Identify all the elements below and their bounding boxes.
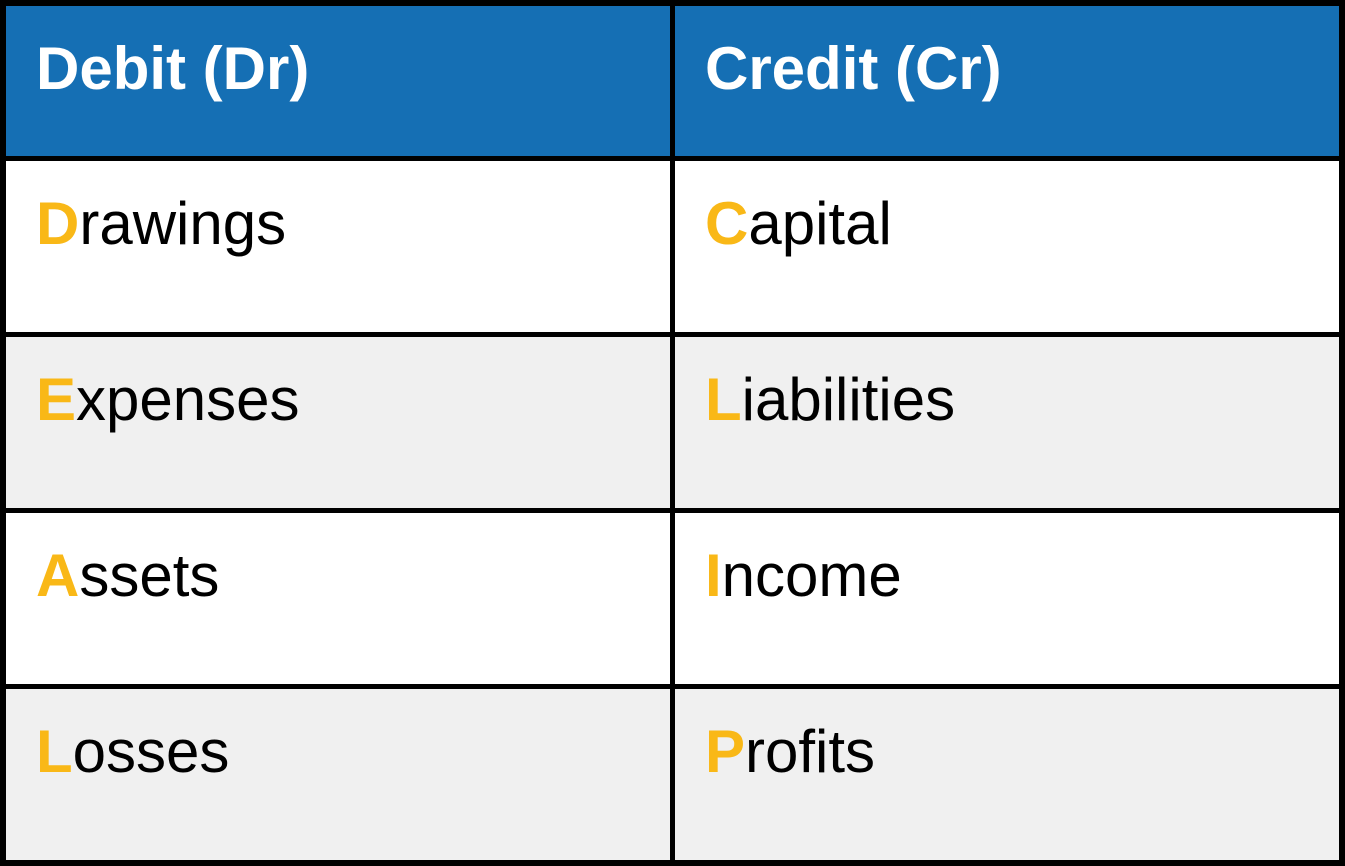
cell-text: Losses (36, 717, 229, 786)
cell-text: Liabilities (705, 365, 955, 434)
table-row: Assets Income (6, 513, 1339, 689)
first-letter: P (705, 718, 745, 785)
first-letter: C (705, 190, 748, 257)
cell-debit-1: Expenses (6, 337, 675, 508)
first-letter: E (36, 366, 76, 433)
header-credit-text: Credit (Cr) (705, 34, 1002, 103)
cell-credit-1: Liabilities (675, 337, 1339, 508)
cell-debit-2: Assets (6, 513, 675, 684)
header-debit: Debit (Dr) (6, 6, 675, 156)
table-row: Drawings Capital (6, 161, 1339, 337)
rest-letters: ncome (722, 542, 902, 609)
cell-text: Income (705, 541, 902, 610)
table-header-row: Debit (Dr) Credit (Cr) (6, 6, 1339, 161)
cell-text: Expenses (36, 365, 300, 434)
debit-credit-table: Debit (Dr) Credit (Cr) Drawings Capital … (0, 0, 1345, 866)
cell-text: Assets (36, 541, 219, 610)
cell-debit-3: Losses (6, 689, 675, 860)
rest-letters: ssets (79, 542, 219, 609)
cell-text: Profits (705, 717, 875, 786)
rest-letters: osses (73, 718, 230, 785)
cell-credit-3: Profits (675, 689, 1339, 860)
cell-credit-0: Capital (675, 161, 1339, 332)
cell-text: Drawings (36, 189, 286, 258)
table-row: Losses Profits (6, 689, 1339, 860)
first-letter: L (36, 718, 73, 785)
rest-letters: xpenses (76, 366, 299, 433)
rest-letters: rofits (745, 718, 875, 785)
first-letter: D (36, 190, 79, 257)
rest-letters: iabilities (742, 366, 955, 433)
cell-credit-2: Income (675, 513, 1339, 684)
cell-text: Capital (705, 189, 892, 258)
first-letter: L (705, 366, 742, 433)
table-row: Expenses Liabilities (6, 337, 1339, 513)
header-credit: Credit (Cr) (675, 6, 1339, 156)
header-debit-text: Debit (Dr) (36, 34, 309, 103)
rest-letters: apital (748, 190, 891, 257)
rest-letters: rawings (79, 190, 286, 257)
first-letter: I (705, 542, 722, 609)
first-letter: A (36, 542, 79, 609)
cell-debit-0: Drawings (6, 161, 675, 332)
